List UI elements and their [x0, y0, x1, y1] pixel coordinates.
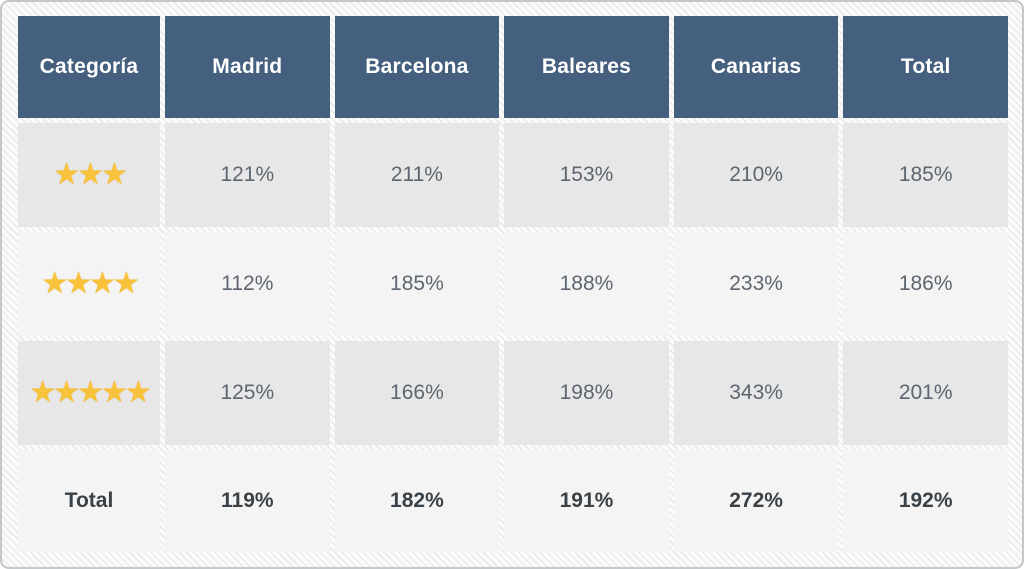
hotel-category-performance-table: Categoría Madrid Barcelona Baleares Cana…	[13, 11, 1013, 557]
value-cell-canarias: 233%	[673, 232, 839, 336]
value-cell-madrid: 121%	[165, 123, 330, 227]
category-cell: ★★★★★	[18, 341, 160, 445]
table-row-4-stars: ★★★★ 112% 185% 188% 233% 186%	[18, 232, 1008, 336]
category-cell: ★★★	[18, 123, 160, 227]
value-cell-barcelona: 211%	[334, 123, 500, 227]
value-cell-total: 185%	[843, 123, 1008, 227]
column-header-total: Total	[843, 16, 1008, 118]
value-cell-baleares: 153%	[504, 123, 669, 227]
category-cell: ★★★★	[18, 232, 160, 336]
value-cell-madrid: 125%	[165, 341, 330, 445]
total-row: Total 119% 182% 191% 272% 192%	[18, 450, 1008, 552]
table-row-5-stars: ★★★★★ 125% 166% 198% 343% 201%	[18, 341, 1008, 445]
total-cell-madrid: 119%	[165, 450, 330, 552]
table-row-3-stars: ★★★ 121% 211% 153% 210% 185%	[18, 123, 1008, 227]
value-cell-canarias: 210%	[673, 123, 839, 227]
rating-3-stars-icon: ★★★	[53, 157, 128, 192]
column-header-canarias: Canarias	[673, 16, 839, 118]
total-cell-total: 192%	[843, 450, 1008, 552]
value-cell-total: 201%	[843, 341, 1008, 445]
total-cell-baleares: 191%	[504, 450, 669, 552]
total-row-label: Total	[18, 450, 160, 552]
value-cell-barcelona: 185%	[334, 232, 500, 336]
value-cell-madrid: 112%	[165, 232, 330, 336]
total-cell-barcelona: 182%	[334, 450, 500, 552]
value-cell-baleares: 198%	[504, 341, 669, 445]
total-cell-canarias: 272%	[673, 450, 839, 552]
header-row: Categoría Madrid Barcelona Baleares Cana…	[18, 16, 1008, 118]
column-header-baleares: Baleares	[504, 16, 669, 118]
column-header-categoria: Categoría	[18, 16, 160, 118]
rating-5-stars-icon: ★★★★★	[29, 375, 151, 410]
column-header-barcelona: Barcelona	[334, 16, 500, 118]
rating-4-stars-icon: ★★★★	[41, 266, 140, 301]
column-header-madrid: Madrid	[165, 16, 330, 118]
value-cell-total: 186%	[843, 232, 1008, 336]
value-cell-barcelona: 166%	[334, 341, 500, 445]
value-cell-baleares: 188%	[504, 232, 669, 336]
value-cell-canarias: 343%	[673, 341, 839, 445]
